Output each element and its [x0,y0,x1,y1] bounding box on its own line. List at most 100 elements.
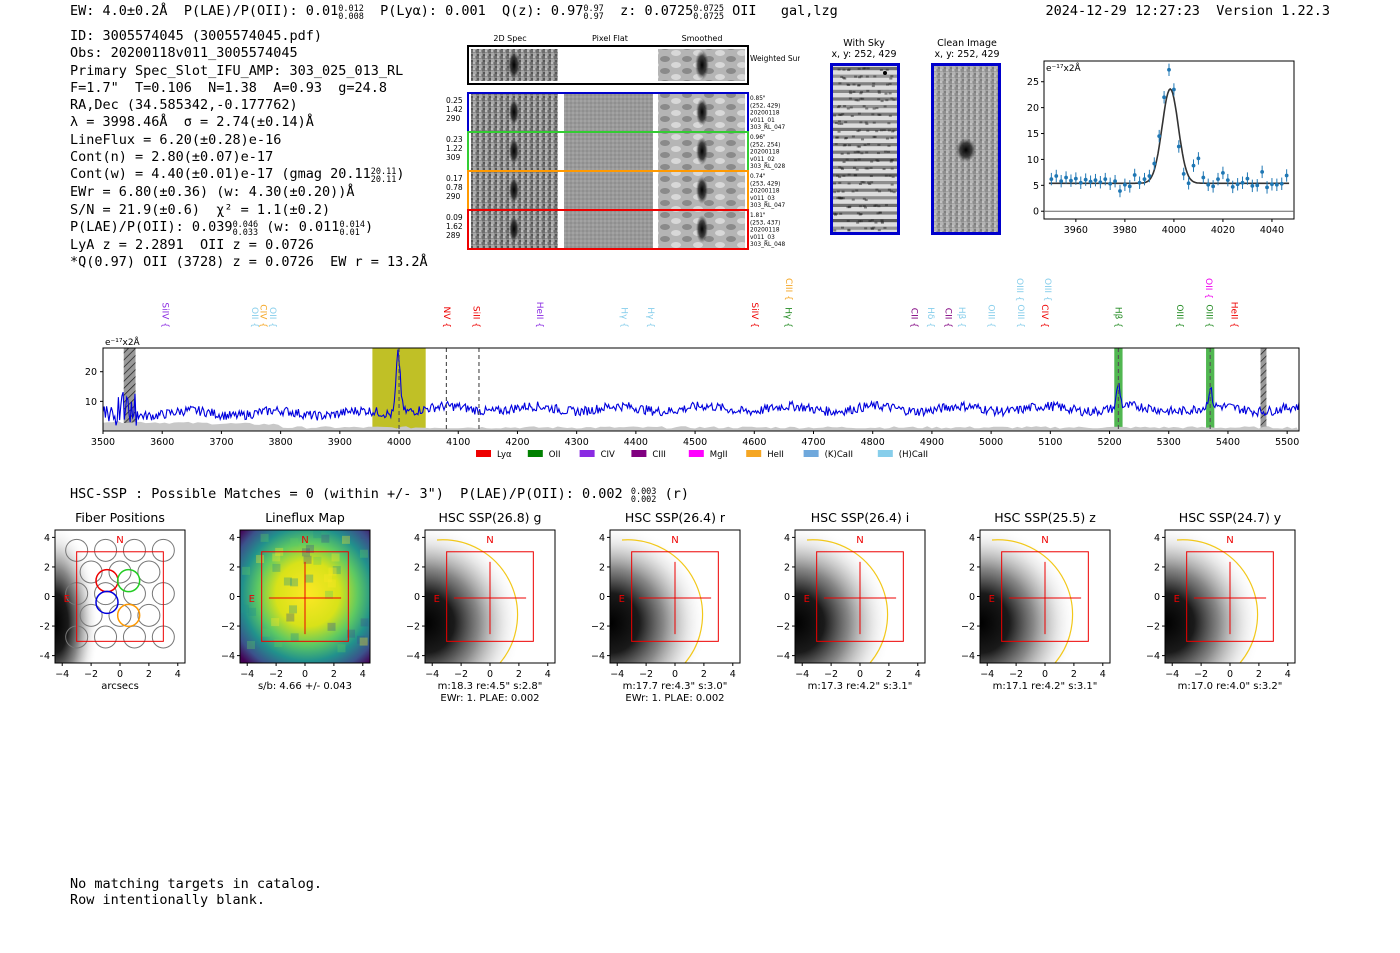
zoom-point [1274,182,1279,187]
zoom-point [1118,189,1122,193]
sky-speck [848,97,852,100]
sky-speck [851,198,855,201]
sky-speck [837,122,841,125]
spec-xtick-label: 4300 [565,437,589,448]
sky-speck [867,143,871,146]
sky-speck [842,144,846,147]
sky-speck [843,105,847,108]
sky-speck [891,175,895,178]
sky-speck [886,83,890,86]
sky-speck [847,228,851,231]
ytick-label: 2 [784,562,790,573]
flux-pixel [271,618,280,627]
catalog-footer: No matching targets in catalog. Row inte… [70,876,322,908]
sky-speck [872,226,876,229]
spec-xtick-label: 4500 [683,437,707,448]
spec-masked [123,348,136,431]
legend-swatch [579,450,595,457]
sky-speck [857,158,861,161]
sky-speck [871,227,875,230]
sky-speck [874,221,878,224]
sky-speck [892,129,896,132]
panel-caption: EWr: 1. PLAE: 0.002 [625,693,724,704]
flux-pixel [331,553,340,562]
sky-speck [851,135,855,138]
search-box [76,551,164,642]
sky-speck [869,166,873,169]
spec-xtick-label: 3500 [91,437,115,448]
xtick-label: 4 [545,669,551,680]
north-label: N [301,535,308,546]
cutout-right-2-3: v011_03 [750,196,775,202]
fiber-circle [108,560,132,584]
imaging-panels: Fiber Positions N E 4 2 0 −2 −4 −4 −2 0 2 4 arcsecs Li… [40,510,1296,704]
timestamp-version: 2024-12-29 12:27:23 Version 1.22.3 [1046,3,1331,19]
sky-speck [866,167,870,170]
sky-speck [840,152,844,155]
flux-pixel [359,637,368,646]
sky-stripe [833,173,897,177]
xtick-label: −4 [610,669,624,680]
xtick-label: 2 [701,669,707,680]
zoom-point [1137,180,1142,185]
flux-pixel [272,553,281,562]
xtick-label: 2 [1256,669,1262,680]
spec-line-label: OII { [249,307,259,328]
spec-sky-residual [103,420,1299,431]
zoom-point [1088,179,1093,184]
info-contn: Cont(n) = 2.80(±0.07)e-17 [70,149,274,166]
zoom-point [1235,182,1240,187]
sky-stripe [833,89,897,93]
ytick-label: 4 [1154,533,1160,544]
clean-image-title: Clean Image x, y: 252, 429 [934,38,1000,60]
zoom-xtick-label: 3960 [1064,225,1088,235]
xtick-label: 4 [730,669,736,680]
zoom-point [1196,156,1201,161]
hsc-title: HSC-SSP : Possible Matches = 0 (within +… [70,486,689,505]
aperture-ellipse [1176,539,1259,664]
zoom-point [1069,178,1073,183]
xtick-label: −2 [454,669,468,680]
fiber-circle [122,625,146,649]
xtick-label: −4 [55,669,69,680]
sky-speck [834,143,838,146]
plya-value: P(Lyα): 0.001 [380,3,486,19]
flux-pixel [305,544,314,553]
sky-speck [862,205,866,208]
cutout-right-3-2: 20200118 [750,228,780,234]
xtick-label: 2 [516,669,522,680]
fiber-circle [79,603,103,627]
sky-speck [857,67,861,70]
flux-pixel [360,618,369,627]
sky-speck [869,175,873,178]
info-lya: LyA z = 2.2891 OII z = 0.0726 [70,236,314,253]
cutout-right-3-1: (253, 437) [750,220,780,226]
ytick-label: 2 [229,562,235,573]
cutout-right-3-4: 303_RL_048 [750,242,785,248]
sky-speck [861,97,865,100]
zoom-point [1054,174,1059,178]
cutout-right-2-4: 303_RL_047 [750,203,785,209]
sky-speck [890,183,894,186]
col-title-pixelflat: Pixel Flat [592,34,628,43]
spec-xtick-label: 4000 [387,437,411,448]
zoom-point [1078,180,1083,185]
north-label: N [116,535,123,546]
xtick-label: 4 [1285,669,1291,680]
sky-speck [836,106,840,109]
sky-speck [846,83,850,86]
legend-label: CIV [601,450,615,460]
sky-speck [864,227,868,230]
flux-pixel [327,622,336,631]
ytick-label: −2 [1146,622,1160,633]
fiber-circle [122,538,146,562]
sky-speck [860,181,864,184]
east-label: E [989,594,995,605]
ytick-label: −2 [221,622,235,633]
ytick-label: 4 [599,533,605,544]
xtick-label: 4 [360,669,366,680]
info-lineflux: LineFlux = 6.20(±0.28)e-16 [70,131,282,148]
line-fit-chart: 0 5 10 15 20 25 3960 3980 4000 4020 4040 e⁻¹⁷x2Å [1027,60,1295,235]
ytick-label: 2 [599,562,605,573]
